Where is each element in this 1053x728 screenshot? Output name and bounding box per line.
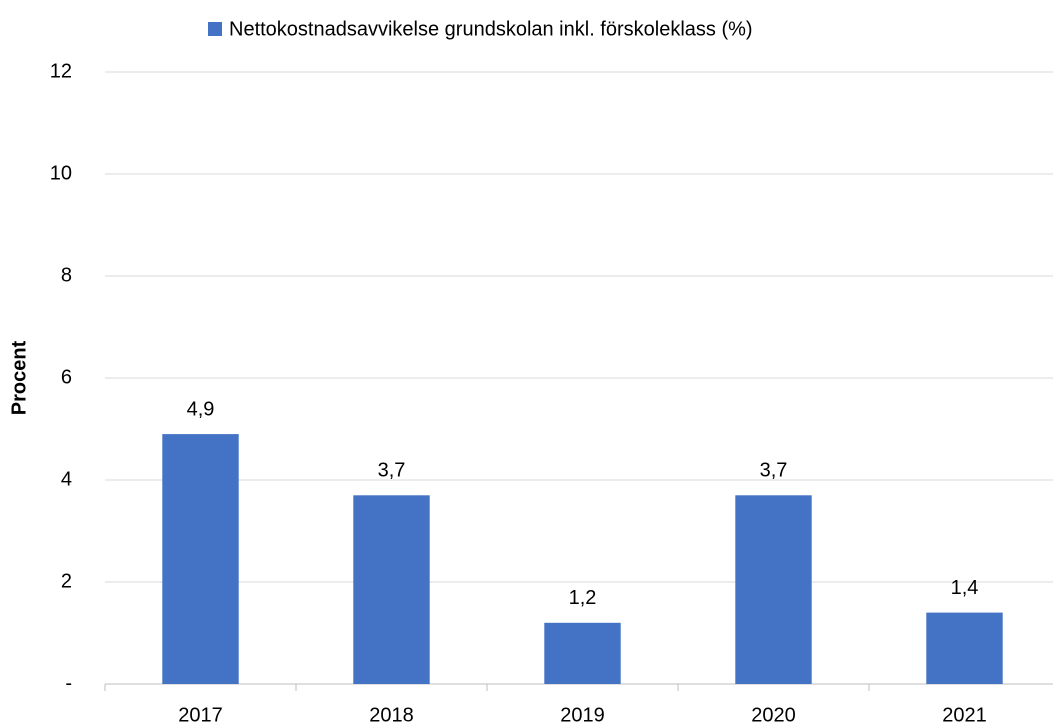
data-label: 3,7 <box>378 460 406 482</box>
y-tick-label: 12 <box>50 60 72 82</box>
bar <box>926 612 1003 684</box>
y-tick-label: 10 <box>50 162 72 184</box>
data-label: 4,9 <box>187 398 215 420</box>
y-tick-label: 4 <box>61 468 72 490</box>
y-tick-label: - <box>65 672 72 694</box>
y-axis-label: Procent <box>8 340 30 415</box>
y-tick-label: 6 <box>61 366 72 388</box>
x-tick-label: 2021 <box>942 704 987 726</box>
data-label: 3,7 <box>760 460 788 482</box>
data-label: 1,2 <box>569 587 597 609</box>
y-tick-label: 2 <box>61 570 72 592</box>
y-tick-label: 8 <box>61 264 72 286</box>
x-tick-label: 2019 <box>560 704 605 726</box>
bar <box>162 434 239 684</box>
x-tick-label: 2018 <box>369 704 414 726</box>
x-tick-label: 2017 <box>178 704 223 726</box>
x-tick-label: 2020 <box>751 704 796 726</box>
bar <box>735 495 812 684</box>
legend-swatch <box>208 22 222 36</box>
bar <box>544 622 621 684</box>
bar <box>353 495 430 684</box>
legend-label: Nettokostnadsavvikelse grundskolan inkl.… <box>229 18 753 40</box>
data-label: 1,4 <box>951 577 979 599</box>
